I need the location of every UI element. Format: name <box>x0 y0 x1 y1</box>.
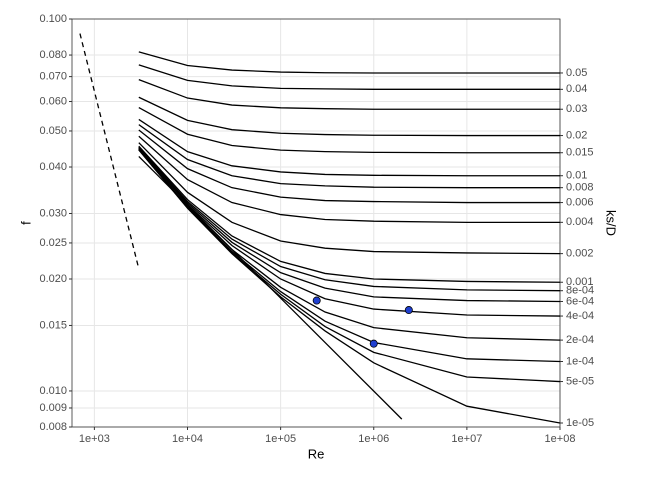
y2-tick-label: 0.001 <box>566 276 594 288</box>
curve <box>138 142 561 255</box>
y2-tick-label: 0.02 <box>566 129 587 141</box>
curve <box>138 146 561 292</box>
y2-tick-label: 0.004 <box>566 216 594 228</box>
panel-border <box>71 18 561 428</box>
y-tick-label: 0.008 <box>39 421 67 433</box>
curve <box>138 106 560 154</box>
curve <box>138 124 560 189</box>
curve <box>138 147 561 303</box>
y-tick-label: 0.060 <box>39 95 67 107</box>
curve <box>138 148 561 341</box>
y2-tick-label: 1e-04 <box>566 355 594 367</box>
curve <box>138 145 561 283</box>
curve <box>138 149 561 424</box>
x-axis-title: Re <box>308 446 325 461</box>
y2-tick-label: 4e-04 <box>566 310 594 322</box>
point <box>404 306 413 315</box>
y-tick-label: 0.030 <box>39 207 67 219</box>
y2-tick-label: 0.015 <box>566 147 594 159</box>
y-tick-label: 0.040 <box>39 161 67 173</box>
curve <box>138 79 560 110</box>
y-tick-label: 0.020 <box>39 273 67 285</box>
y2-tick-label: 0.04 <box>566 83 587 95</box>
y2-tick-label: 8e-04 <box>566 285 594 297</box>
y2-axis-title: ks/D <box>604 210 619 236</box>
point <box>369 339 378 348</box>
x-tick-label: 1e+06 <box>358 433 389 445</box>
y-tick-label: 0.009 <box>39 402 67 414</box>
curve <box>138 118 560 177</box>
x-tick-label: 1e+07 <box>451 433 482 445</box>
y2-tick-label: 0.05 <box>566 67 587 79</box>
y2-tick-label: 0.008 <box>566 182 594 194</box>
curve <box>138 135 560 223</box>
curve <box>138 156 403 420</box>
y2-tick-label: 6e-04 <box>566 295 594 307</box>
y2-tick-label: 2e-04 <box>566 334 594 346</box>
y-axis-title: f <box>18 221 33 225</box>
x-tick-label: 1e+08 <box>545 433 576 445</box>
y-tick-label: 0.050 <box>39 125 67 137</box>
y-tick-label: 0.025 <box>39 237 67 249</box>
x-tick-label: 1e+03 <box>79 433 110 445</box>
curve <box>79 33 140 269</box>
y2-tick-label: 0.03 <box>566 103 587 115</box>
point <box>312 296 321 305</box>
y2-tick-label: 0.002 <box>566 248 594 260</box>
curve <box>138 96 560 137</box>
y2-tick-label: 0.01 <box>566 170 587 182</box>
y2-tick-label: 0.006 <box>566 196 594 208</box>
y-tick-label: 0.010 <box>39 385 67 397</box>
y-tick-label: 0.015 <box>39 319 67 331</box>
x-tick-label: 1e+05 <box>265 433 296 445</box>
curve <box>138 51 560 74</box>
y-tick-label: 0.100 <box>39 13 67 25</box>
x-tick-label: 1e+04 <box>172 433 203 445</box>
curve <box>138 129 560 204</box>
panel <box>72 19 560 427</box>
y-tick-label: 0.070 <box>39 71 67 83</box>
curve <box>138 64 560 90</box>
y-tick-label: 0.080 <box>39 49 67 61</box>
y2-tick-label: 5e-05 <box>566 375 594 387</box>
curve <box>138 147 561 317</box>
y2-tick-label: 1e-05 <box>566 417 594 429</box>
